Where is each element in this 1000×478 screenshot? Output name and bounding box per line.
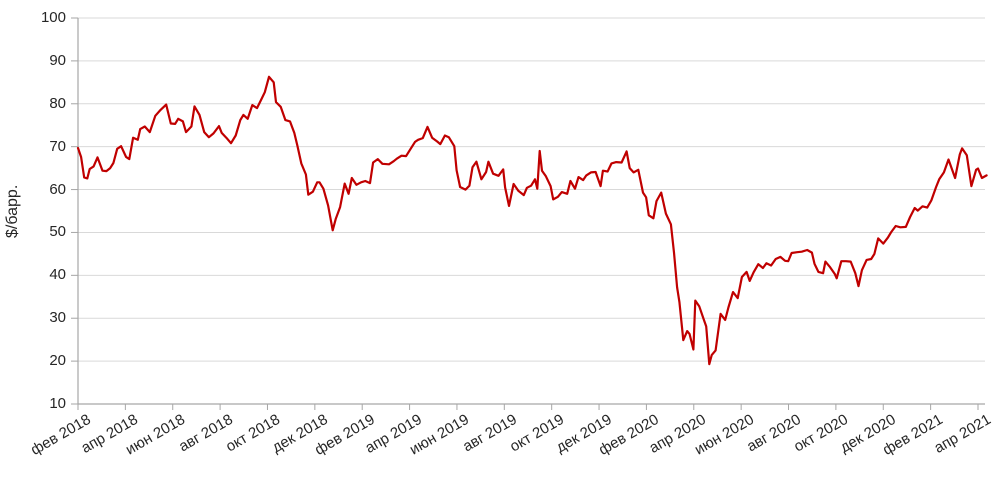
y-tick-label: 20 bbox=[49, 352, 66, 370]
y-tick-label: 50 bbox=[49, 223, 66, 241]
y-axis-title: $/барр. bbox=[4, 184, 21, 238]
y-tick-label: 90 bbox=[49, 51, 66, 69]
oil-price-line bbox=[76, 75, 988, 366]
y-tick-label: 80 bbox=[49, 94, 66, 112]
y-tick-label: 40 bbox=[49, 266, 66, 284]
y-tick-label: 60 bbox=[49, 180, 66, 198]
y-tick-label: 70 bbox=[49, 137, 66, 155]
y-tick-label: 30 bbox=[49, 309, 66, 327]
y-tick-label: 100 bbox=[40, 9, 66, 26]
y-tick-label: 10 bbox=[49, 395, 66, 412]
